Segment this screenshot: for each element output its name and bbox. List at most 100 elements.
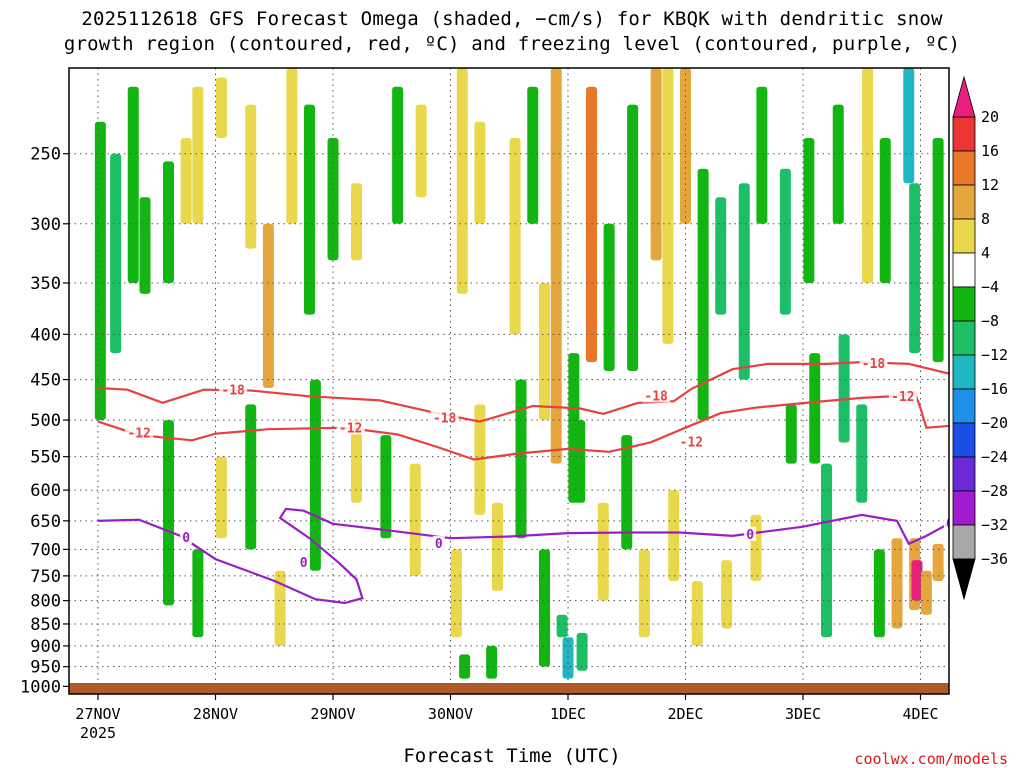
omega-cell: [215, 77, 227, 139]
omega-cell: [351, 183, 362, 261]
contour-label: -18: [644, 389, 668, 404]
contour-0: [97, 507, 949, 605]
contour-label-bg: [888, 389, 917, 404]
contour-label: -12: [339, 421, 362, 436]
y-tick-label: 850: [30, 615, 61, 635]
y-tick-label: 600: [30, 481, 61, 501]
omega-cell: [597, 502, 609, 601]
colorbar-bin: [952, 490, 976, 526]
omega-cell: [459, 654, 471, 679]
omega-cell: [621, 435, 633, 550]
omega-cell: [539, 549, 550, 667]
colorbar: 20 16 12 8 4 −4 −8 −12 −16 −20 −24 −28 −32 −36: [952, 75, 1008, 601]
omega-cell: [920, 570, 932, 615]
y-tick-label: 500: [30, 411, 61, 431]
omega-cell: [539, 283, 550, 421]
colorbar-label: 20: [981, 108, 999, 126]
y-tick-label: 700: [30, 540, 61, 560]
contour-label: -12: [680, 435, 703, 450]
omega-cell: [1015, 154, 1024, 294]
colorbar-bin: [952, 320, 976, 356]
contour-label-bg: [859, 355, 888, 370]
grid-lines: [69, 68, 949, 694]
omega-cell: [245, 104, 257, 249]
omega-cell: [576, 632, 588, 671]
omega-cell: [550, 68, 562, 464]
omega-cell: [509, 138, 521, 335]
colorbar-bin: [952, 524, 976, 560]
contour-label: -18: [433, 412, 457, 427]
omega-cell: [245, 404, 257, 550]
x-tick-label: 30NOV: [428, 705, 473, 723]
omega-cell: [127, 86, 139, 284]
omega-cell: [715, 197, 727, 315]
contour-label-bg: [642, 388, 671, 403]
chart-title-line2: growth region (contoured, red, ºC) and f…: [63, 33, 961, 55]
omega-cell: [738, 183, 750, 380]
omega-cell: [110, 153, 122, 354]
contour-label-bg: [180, 530, 193, 545]
omega-cell: [721, 560, 733, 629]
colorbar-label: −36: [981, 550, 1008, 568]
colorbar-label: −4: [981, 278, 999, 296]
omega-cell: [668, 490, 680, 581]
omega-cell: [662, 68, 674, 344]
omega-cell: [911, 560, 923, 601]
omega-cell: [163, 420, 174, 606]
x-tick-label: 27NOV: [75, 705, 120, 723]
omega-cell: [415, 104, 427, 198]
omega-cell: [650, 68, 662, 261]
omega-cell: [450, 549, 462, 638]
omega-cell: [139, 197, 151, 294]
colorbar-bin: [952, 252, 976, 288]
omega-cell: [832, 104, 844, 224]
colorbar-label: 4: [981, 244, 990, 262]
colorbar-label: −20: [981, 414, 1008, 432]
y-tick-label: 300: [30, 215, 61, 235]
omega-cell: [909, 183, 921, 354]
colorbar-bin: [952, 150, 976, 186]
omega-cell: [304, 104, 315, 315]
contour--12: [97, 390, 949, 461]
omega-cell: [274, 570, 286, 646]
omega-cell: [638, 549, 650, 638]
credit-link[interactable]: coolwx.com/models: [854, 750, 1008, 768]
omega-cell: [891, 538, 903, 629]
omega-cell: [351, 420, 362, 503]
x-tick-label: 1DEC: [550, 705, 586, 723]
omega-cell: [192, 86, 204, 224]
omega-cell: [574, 420, 586, 503]
omega-cell: [809, 353, 821, 464]
x-tick-label: 4DEC: [902, 705, 938, 723]
y-tick-label: 450: [30, 371, 61, 391]
omega-cell: [380, 435, 392, 539]
omega-cell: [750, 514, 762, 581]
omega-cell: [803, 138, 815, 284]
ground-surface: [69, 683, 949, 694]
omega-cell: [903, 68, 915, 184]
contour-label: 0: [435, 537, 443, 552]
contour-label-bg: [336, 420, 365, 435]
omega-cell: [697, 168, 709, 421]
omega-cell: [879, 138, 891, 284]
omega-cell: [474, 121, 486, 224]
y-tick-label: 950: [30, 658, 61, 678]
omega-cell: [856, 404, 868, 503]
contour-label-bg: [430, 410, 459, 425]
x-tick-label: 2DEC: [667, 705, 703, 723]
colorbar-bin: [952, 116, 976, 152]
contour-label-bg: [432, 535, 445, 550]
contour-label-bg: [219, 382, 248, 397]
contour-label: -18: [862, 357, 886, 372]
omega-cell: [409, 463, 421, 576]
contour-lines: -18 -18 -18 -18 -12 -12 -12 -12 0 0 0 0 0: [97, 355, 954, 605]
colorbar-label: −24: [981, 448, 1008, 466]
y-tick-label: 350: [30, 274, 61, 294]
omega-cell: [527, 86, 539, 224]
omega-cell: [1003, 113, 1014, 353]
omega-cell: [556, 614, 568, 638]
y-tick-label: 750: [30, 567, 61, 587]
omega-cell: [980, 610, 991, 646]
contour-label: 0: [946, 517, 954, 532]
